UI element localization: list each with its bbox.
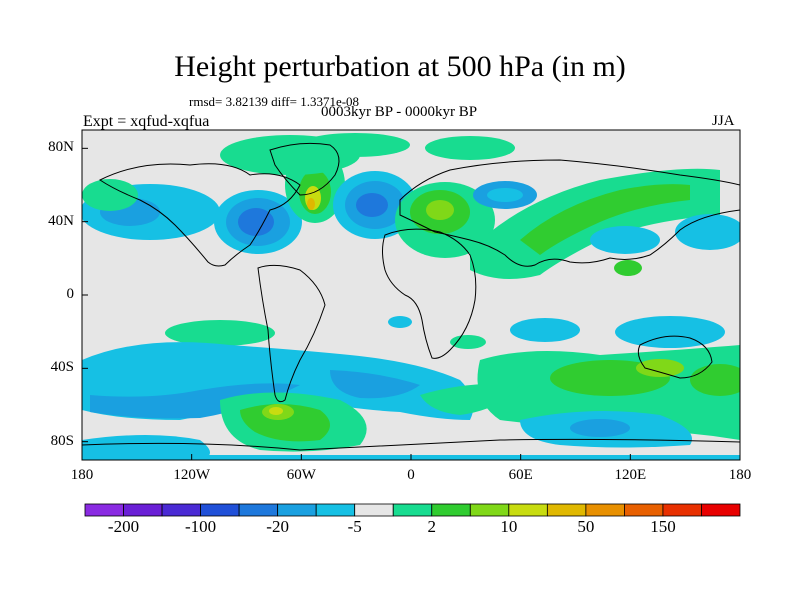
anomaly-region [520,184,690,255]
colorbar-swatch [277,503,317,517]
colorbar-label: -100 [184,517,217,536]
anomaly-region [425,136,515,160]
lat-label-80N: 80N [48,139,74,156]
lon-label-60E: 60E [508,467,533,483]
anomaly-region [356,193,388,217]
colorbar-label: 10 [500,517,518,536]
colorbar-swatch [200,503,240,517]
anomaly-region [675,214,740,250]
australia-coast [637,335,713,379]
experiment-label: Expt = xqfud-xqfua [83,113,210,130]
colorbar-swatch [392,503,433,517]
anomaly-region [570,419,630,437]
colorbar-swatch [508,503,548,517]
colorbar-label: -200 [107,517,140,536]
lon-label-180: 180 [728,467,752,483]
anomaly-region [388,316,412,328]
colorbar-swatch [469,503,510,517]
lat-ticks [82,147,88,443]
anomaly-region [330,370,420,399]
anomaly-region [615,316,725,348]
colorbar-swatch [123,503,163,517]
anomaly-region [450,335,486,349]
eurasia-coast [399,159,740,267]
lat-label-80S: 80S [50,432,74,449]
lat-label-40S: 40S [50,359,74,376]
anomaly-region [510,318,580,342]
antarctica-coast [82,438,740,451]
south-america-coast [257,264,326,403]
colorbar-label: -20 [266,517,289,536]
colorbar-swatch [662,503,702,517]
lon-label-180: 180 [70,467,94,483]
stats-text: rmsd= 3.82139 diff= 1.3371e-08 [189,94,360,109]
season-label: JJA [712,113,735,129]
anomaly-region [420,383,520,415]
anomaly-region [82,179,138,211]
colorbar-swatch [585,503,625,517]
lon-label-120W: 120W [173,467,210,483]
colorbar-swatch [701,503,741,517]
anomaly-region [614,260,642,276]
colorbar-label: -5 [347,517,362,536]
anomaly-region [269,407,283,415]
greenland-coast [269,142,340,196]
coastlines [82,142,740,451]
anomaly-region [300,133,410,157]
anomaly-region [590,226,660,254]
colorbar-swatch [624,503,664,517]
colorbar-swatch [546,503,587,517]
anomaly-region [487,188,523,202]
north-america-coast [99,163,301,267]
colorbar-swatch [315,503,356,517]
anomaly-region [238,208,274,236]
colorbar-swatch [354,503,394,517]
chart-title: Height perturbation at 500 hPa (in m) [174,50,626,83]
colorbar [84,503,741,517]
lat-label-40N: 40N [48,212,74,229]
colorbar-label: 150 [650,517,676,536]
lon-ticks [81,454,741,460]
colorbar-label: 2 [427,517,437,536]
period-label: 0003kyr BP - 0000kyr BP [321,104,478,120]
anomaly-region [165,320,275,346]
colorbar-swatch [84,503,124,517]
colorbar-label: 50 [577,517,595,536]
lon-label-120E: 120E [614,467,647,483]
colorbar-swatch [431,503,471,517]
africa-coast [382,228,477,359]
anomaly-region [636,359,684,377]
lon-label-0: 0 [407,467,415,483]
colorbar-swatch [161,503,201,517]
lon-label-60W: 60W [286,467,316,483]
anomaly-region [307,198,315,210]
anomaly-region [90,383,300,419]
anomaly-region [426,200,454,220]
anomaly-region [690,364,740,396]
anomaly-region [82,435,210,460]
colorbar-swatch [238,503,279,517]
lat-label-0: 0 [66,286,75,302]
